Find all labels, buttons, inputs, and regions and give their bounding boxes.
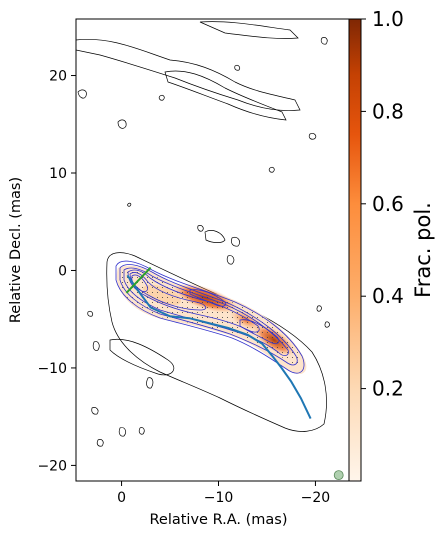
contour-noise-t	[146, 377, 154, 389]
contour-noise-m	[324, 321, 330, 328]
contour-i-1	[115, 260, 305, 374]
colorbar-tick-label: 0.4	[372, 284, 404, 308]
contour-i-7	[239, 319, 280, 344]
y-axis-ticks: 20 10 0 −10 −20	[37, 69, 76, 474]
contour-noise-b	[77, 89, 87, 99]
contour-noise-q	[96, 439, 104, 447]
y-tick-label: 0	[58, 263, 67, 279]
colorbar-tick-label: 0.8	[372, 99, 404, 123]
contour-i-5	[129, 272, 207, 311]
contour-noise-d	[234, 65, 240, 71]
x-tick-label: −20	[301, 490, 331, 506]
contour-noise-n	[87, 311, 93, 317]
x-axis-ticks: 0 −10 −20	[117, 481, 330, 506]
contour-noise-h	[197, 225, 204, 232]
evpa-stipple	[120, 269, 301, 364]
jet-lower-wing-contour	[109, 338, 175, 376]
contour-noise-a	[117, 119, 127, 129]
contour-i-8	[189, 289, 227, 307]
contour-i-3	[123, 267, 289, 356]
colorbar	[348, 18, 362, 482]
colorbar-ticks: 0.2 0.4 0.6 0.8 1.0	[361, 7, 404, 401]
contour-noise-top-right	[199, 21, 299, 39]
colorbar-tick-label: 0.6	[372, 192, 404, 216]
contour-noise-o	[92, 341, 100, 351]
jet-ridge-line	[126, 274, 312, 420]
contour-noise-p	[91, 407, 99, 415]
colorbar-tick-label: 1.0	[372, 7, 404, 31]
colorbar-tick-label: 0.2	[372, 377, 404, 401]
y-tick-label: −20	[37, 458, 67, 474]
contour-noise-s	[138, 427, 145, 435]
contour-noise-l	[316, 305, 322, 312]
y-tick-label: 10	[49, 166, 67, 182]
contour-noise-g	[231, 236, 240, 247]
y-tick-label: 20	[49, 69, 67, 85]
jet-outer-contour	[106, 252, 327, 432]
x-axis-label: Relative R.A. (mas)	[149, 512, 287, 528]
plot-area	[76, 21, 344, 481]
contour-noise-e	[320, 37, 328, 45]
intensity-contours	[115, 260, 305, 374]
contour-noise-r	[118, 427, 126, 437]
contour-i-2	[119, 264, 298, 366]
x-tick-label: 0	[117, 490, 126, 506]
x-tick-label: −10	[204, 490, 234, 506]
evpa-segment	[125, 266, 152, 294]
noise-contours	[76, 21, 330, 447]
y-tick-label: −10	[37, 361, 67, 377]
contour-noise-top-band	[76, 38, 301, 111]
contour-noise-mid-band	[164, 70, 287, 121]
plot-frame	[75, 18, 362, 482]
contour-noise-f	[204, 230, 226, 243]
contour-noise-i	[226, 255, 235, 265]
contour-noise-c	[308, 133, 317, 140]
colorbar-label: Frac. pol.	[411, 202, 435, 298]
contour-noise-j	[268, 167, 275, 173]
beam-marker	[333, 470, 344, 481]
contour-noise-u	[158, 95, 165, 101]
contour-noise-k	[127, 202, 132, 207]
y-axis-label: Relative Decl. (mas)	[8, 177, 24, 323]
contour-i-4	[127, 269, 260, 333]
